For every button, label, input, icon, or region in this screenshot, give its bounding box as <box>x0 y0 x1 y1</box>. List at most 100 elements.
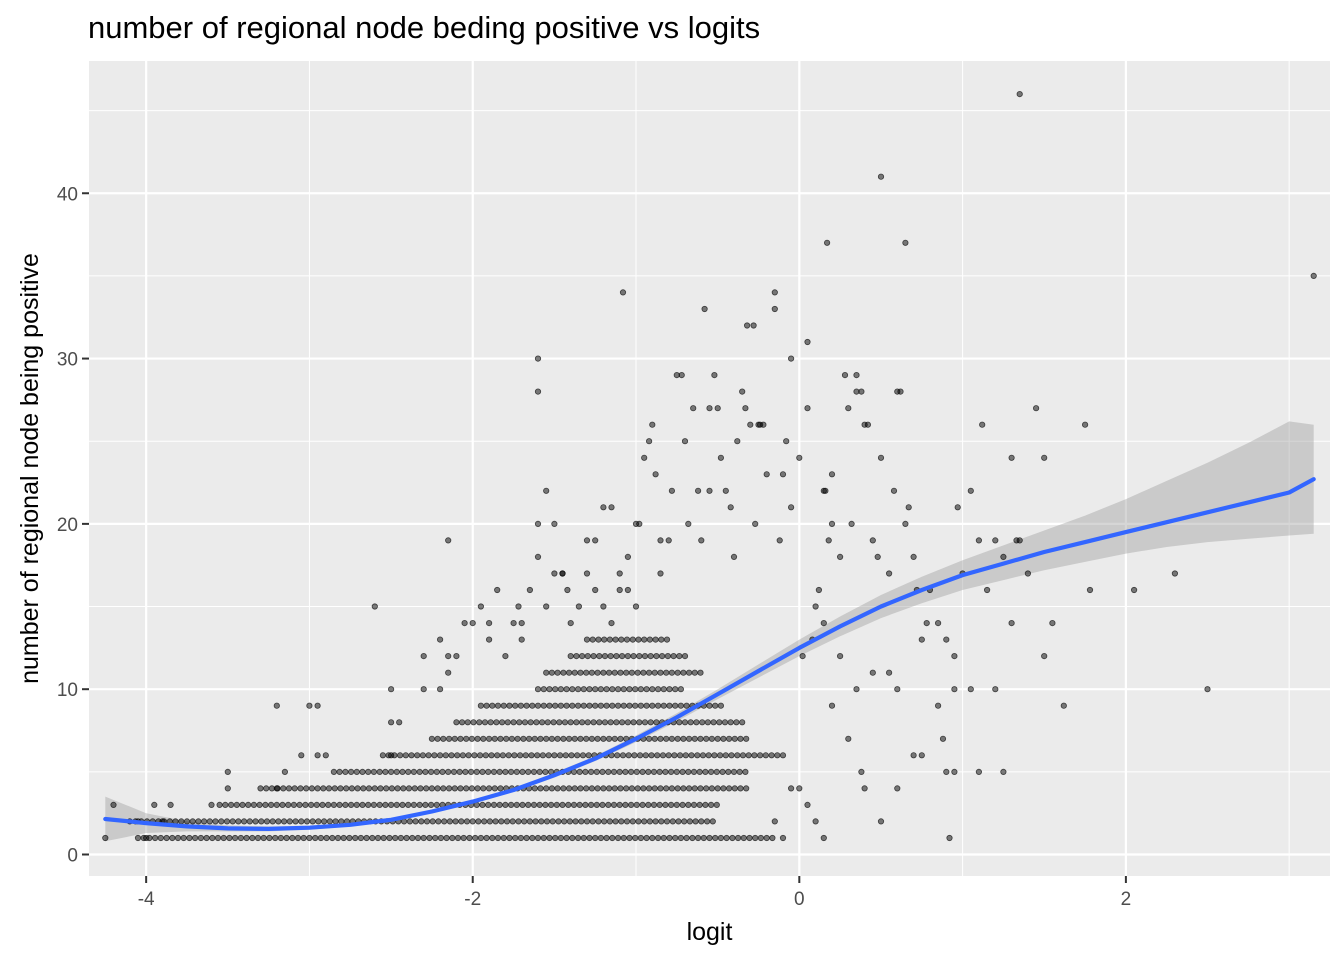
data-point <box>523 834 530 842</box>
data-point <box>216 801 223 809</box>
data-point <box>639 768 646 776</box>
data-point <box>593 768 600 776</box>
data-point <box>687 719 694 726</box>
data-point <box>525 735 533 742</box>
data-point <box>601 719 609 726</box>
data-point <box>702 768 709 776</box>
data-point <box>565 785 573 792</box>
data-point <box>320 785 327 792</box>
data-point <box>703 785 710 792</box>
data-point <box>611 669 618 676</box>
data-point <box>674 735 681 742</box>
data-point <box>490 801 498 809</box>
data-point <box>716 719 723 726</box>
data-point <box>643 834 650 842</box>
data-point <box>272 834 279 842</box>
data-point <box>815 586 823 594</box>
data-point <box>668 487 676 494</box>
data-point <box>589 818 596 825</box>
data-point <box>485 785 493 792</box>
data-point <box>685 801 692 809</box>
data-point <box>707 801 715 809</box>
data-point <box>646 818 654 825</box>
x-axis-title: logit <box>687 918 733 946</box>
data-point <box>504 719 511 726</box>
data-point <box>445 537 452 544</box>
data-point <box>498 818 505 825</box>
data-point <box>151 801 158 809</box>
data-point <box>575 603 583 610</box>
data-point <box>650 801 658 809</box>
data-point <box>812 603 819 610</box>
data-point <box>387 768 395 776</box>
data-point <box>618 652 626 660</box>
data-point <box>459 752 466 759</box>
data-point <box>668 669 676 676</box>
major-gridlines <box>89 61 1330 876</box>
data-point <box>482 752 489 759</box>
data-point <box>457 785 464 792</box>
data-point <box>685 785 693 792</box>
data-point <box>553 801 560 809</box>
minor-gridlines <box>89 61 1330 876</box>
data-point <box>197 834 204 842</box>
data-point <box>169 834 176 842</box>
data-point <box>306 834 313 842</box>
data-point <box>651 669 658 676</box>
data-point <box>559 570 566 577</box>
data-point <box>536 801 543 809</box>
data-point <box>273 801 280 809</box>
data-point <box>574 834 582 842</box>
data-point <box>540 834 547 842</box>
data-point <box>522 752 529 759</box>
data-point <box>632 834 639 842</box>
data-point <box>485 636 493 643</box>
data-point <box>420 652 427 660</box>
data-point <box>628 785 636 792</box>
data-point <box>309 818 316 825</box>
data-point <box>298 752 305 759</box>
data-point <box>469 818 476 825</box>
data-point <box>466 834 473 842</box>
data-point <box>731 735 738 742</box>
data-point <box>771 305 778 313</box>
data-point <box>592 686 599 693</box>
data-point <box>420 686 427 693</box>
data-point <box>752 834 759 842</box>
data-point <box>285 785 293 792</box>
y-tick-label: 0 <box>67 846 78 867</box>
data-point <box>719 768 726 776</box>
data-point <box>567 719 574 726</box>
data-point <box>583 537 591 544</box>
data-point <box>670 652 677 660</box>
data-point <box>776 537 783 544</box>
data-point <box>322 752 329 759</box>
data-point <box>825 537 832 544</box>
data-point <box>183 818 191 825</box>
data-point <box>403 834 410 842</box>
points-layer <box>102 91 1317 842</box>
data-point <box>386 834 393 842</box>
data-point <box>750 322 757 329</box>
data-point <box>683 702 690 709</box>
data-point <box>330 801 337 809</box>
data-point <box>623 636 631 643</box>
data-point <box>445 652 452 660</box>
data-point <box>235 818 242 825</box>
data-point <box>485 619 493 627</box>
data-point <box>645 785 653 792</box>
data-point <box>587 768 595 776</box>
data-point <box>678 371 685 379</box>
data-point <box>616 768 623 776</box>
data-point <box>557 834 565 842</box>
data-point <box>663 669 670 676</box>
data-point <box>646 636 654 643</box>
data-point <box>967 487 974 494</box>
data-point <box>804 405 811 412</box>
data-point <box>463 735 470 742</box>
data-point <box>672 834 679 842</box>
data-point <box>763 471 770 478</box>
data-point <box>569 834 576 842</box>
data-point <box>679 768 686 776</box>
data-point <box>967 686 974 693</box>
